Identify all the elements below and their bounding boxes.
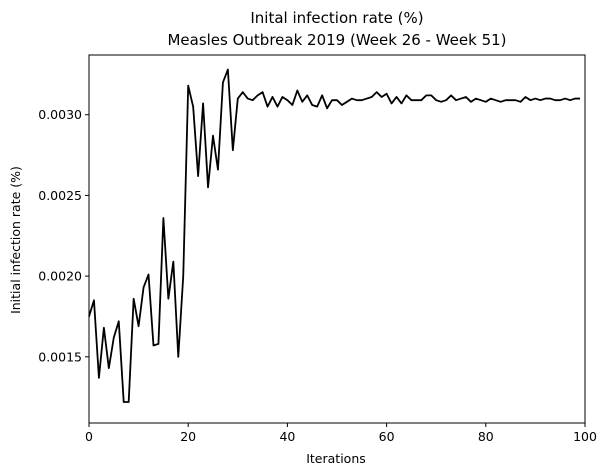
plot-area <box>88 54 586 424</box>
y-axis-ticks: 0.0015 0.0020 0.0025 0.0030 <box>38 107 89 364</box>
y-tick-label: 0.0015 <box>38 349 82 364</box>
plot-frame <box>88 54 586 424</box>
x-tick-label: 80 <box>478 429 494 444</box>
x-axis-label: Iterations <box>306 451 366 466</box>
x-tick-label: 0 <box>85 429 93 444</box>
chart-title-line2: Measles Outbreak 2019 (Week 26 - Week 51… <box>167 31 506 49</box>
y-tick-label: 0.0020 <box>38 269 82 284</box>
chart-title-line1: Inital infection rate (%) <box>250 9 423 27</box>
series-line-0 <box>88 68 581 403</box>
y-tick-label: 0.0030 <box>38 107 82 122</box>
x-tick-label: 60 <box>379 429 395 444</box>
y-axis-label: Initial infection rate (%) <box>8 166 23 314</box>
x-tick-label: 40 <box>279 429 295 444</box>
series-layer <box>88 68 581 403</box>
x-axis-ticks: 0 20 40 60 80 100 <box>85 423 597 444</box>
x-tick-label: 20 <box>180 429 196 444</box>
x-tick-label: 100 <box>573 429 597 444</box>
y-tick-label: 0.0025 <box>38 188 82 203</box>
